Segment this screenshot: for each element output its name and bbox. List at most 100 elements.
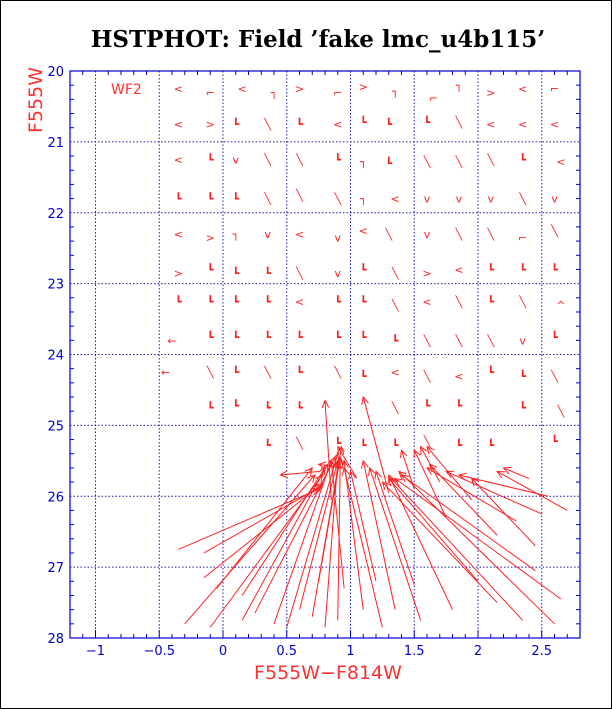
offset-marker: > bbox=[206, 118, 215, 131]
offset-marker: ┗ bbox=[232, 365, 239, 379]
offset-marker: ╲ bbox=[455, 115, 464, 129]
offset-vector bbox=[273, 460, 332, 624]
offset-vector bbox=[184, 474, 316, 625]
offset-marker: ┗ bbox=[232, 117, 239, 131]
data-marks: < ⌐ < ┐ > ⌐ > ┐ ⌐ ┐ > < ⌐ < > ┗ ╲ ┗ < ┗ ┗ ┗ ╲ < < < < ┗ v ╲ ╲ ┗ ┐ ┗ ╲ ╲ ╲ ┗ < ┗… bbox=[161, 79, 568, 628]
offset-marker: ┗ bbox=[296, 330, 303, 344]
vector-arrowhead bbox=[337, 445, 345, 455]
offset-marker: ┗ bbox=[232, 330, 239, 344]
offset-marker: < bbox=[422, 295, 431, 308]
offset-marker: ⌐ bbox=[206, 86, 215, 99]
offset-vector bbox=[401, 450, 415, 490]
offset-marker: ╲ bbox=[206, 365, 215, 379]
offset-vector bbox=[362, 396, 390, 493]
offset-vector bbox=[350, 471, 377, 582]
offset-marker: < bbox=[174, 154, 183, 167]
y-tick-label: 28 bbox=[47, 632, 64, 647]
offset-marker: > bbox=[206, 232, 215, 245]
offset-vector bbox=[286, 453, 339, 628]
x-tick-label: 1.5 bbox=[404, 644, 425, 659]
offset-marker: ╲ bbox=[391, 266, 400, 280]
offset-marker: < bbox=[518, 83, 527, 96]
offset-marker: > bbox=[422, 267, 431, 280]
vector-arrowhead bbox=[502, 466, 512, 475]
offset-marker: ╲ bbox=[423, 434, 432, 448]
offset-marker: ┗ bbox=[232, 266, 239, 280]
y-tick-label: 26 bbox=[47, 490, 64, 505]
offset-marker: ┗ bbox=[207, 192, 214, 206]
offset-vector bbox=[254, 457, 336, 614]
y-tick-label: 22 bbox=[47, 207, 64, 222]
offset-marker: ┗ bbox=[334, 330, 341, 344]
offset-vector bbox=[388, 478, 479, 582]
offset-marker: ┗ bbox=[487, 294, 494, 308]
offset-marker: ┗ bbox=[424, 115, 431, 129]
x-tick-label: 2.5 bbox=[531, 644, 552, 659]
offset-marker: ┗ bbox=[360, 294, 367, 308]
offset-vector bbox=[343, 460, 364, 610]
vector-arrowhead bbox=[413, 449, 421, 459]
offset-marker: ┗ bbox=[392, 438, 399, 452]
offset-marker: ┗ bbox=[296, 401, 303, 415]
vector-arrowhead bbox=[336, 456, 345, 465]
offset-vector bbox=[426, 446, 473, 501]
offset-marker: ┗ bbox=[264, 266, 271, 280]
offset-marker: v bbox=[424, 228, 431, 241]
plot-area bbox=[69, 70, 581, 639]
offset-marker: ┗ bbox=[264, 294, 271, 308]
offset-vector bbox=[299, 460, 339, 610]
y-tick-label: 27 bbox=[47, 561, 64, 576]
offset-marker: ┗ bbox=[519, 401, 526, 415]
offset-marker: ┗ bbox=[392, 333, 399, 347]
offset-vector bbox=[413, 449, 447, 518]
offset-marker: ┗ bbox=[456, 399, 463, 413]
offset-marker: > bbox=[359, 81, 368, 94]
offset-vector bbox=[503, 467, 530, 479]
offset-marker: < bbox=[486, 118, 495, 131]
offset-marker: ╲ bbox=[263, 192, 272, 206]
vector-arrowhead bbox=[470, 477, 480, 487]
offset-marker: ┗ bbox=[207, 330, 214, 344]
offset-marker: ╲ bbox=[557, 404, 566, 418]
axis-ticks: −1 −0.5 0 0.5 1 1.5 2 2.5 20 21 22 23 24 25 26 27 28 bbox=[47, 65, 580, 659]
offset-vector bbox=[330, 460, 345, 589]
offset-marker: ⌐ bbox=[333, 86, 342, 99]
vector-arrowhead bbox=[360, 459, 369, 469]
y-tick-label: 20 bbox=[47, 65, 64, 80]
offset-marker: v bbox=[551, 193, 558, 206]
offset-marker: ← bbox=[161, 366, 170, 379]
offset-vector bbox=[203, 485, 323, 554]
offset-marker: ╲ bbox=[295, 153, 304, 167]
offset-vector bbox=[318, 463, 345, 469]
offset-marker: < bbox=[174, 83, 183, 96]
offset-marker: ╲ bbox=[423, 155, 432, 169]
offset-marker: ┗ bbox=[519, 369, 526, 383]
offset-marker: ⌐ bbox=[518, 232, 527, 245]
offset-marker: ┐ bbox=[456, 79, 463, 92]
offset-marker: ┗ bbox=[519, 262, 526, 276]
offset-marker: ^ bbox=[556, 299, 565, 312]
offset-marker: ┗ bbox=[334, 294, 341, 308]
vector-arrowhead bbox=[388, 473, 396, 483]
offset-marker: ┗ bbox=[487, 438, 494, 452]
offset-marker: ┗ bbox=[360, 115, 367, 129]
offset-marker: ╲ bbox=[550, 223, 559, 237]
offset-marker: ┗ bbox=[551, 434, 558, 448]
x-tick-label: 1 bbox=[346, 644, 354, 659]
offset-marker: ┗ bbox=[207, 401, 214, 415]
offset-marker: ┐ bbox=[360, 156, 367, 169]
offset-vector bbox=[362, 460, 396, 610]
offset-marker: ┗ bbox=[487, 365, 494, 379]
y-tick-label: 23 bbox=[47, 278, 64, 293]
vector-arrowhead bbox=[399, 449, 408, 459]
offset-marker: < bbox=[391, 193, 400, 206]
offset-vector bbox=[471, 478, 536, 547]
offset-marker: ┗ bbox=[232, 192, 239, 206]
offset-vector bbox=[178, 488, 319, 550]
vector-arrowhead bbox=[317, 461, 327, 470]
vector-arrowhead bbox=[381, 481, 391, 490]
offset-marker: < bbox=[518, 118, 527, 131]
offset-marker: ┗ bbox=[360, 369, 367, 383]
offset-marker: ┗ bbox=[385, 117, 392, 131]
